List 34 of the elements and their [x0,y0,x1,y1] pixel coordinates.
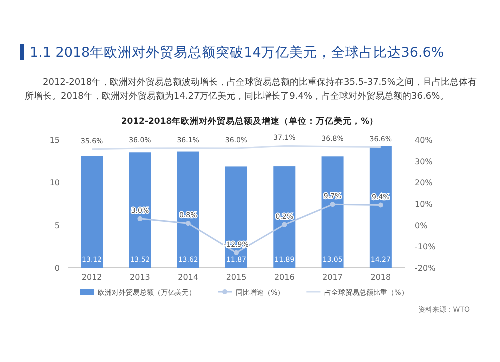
bar [226,166,248,268]
bar [274,166,296,268]
y-tick-label: 10 [50,178,60,188]
bar [370,146,392,268]
text: 2012-2018年欧洲对外贸易总额及增速（单位：万亿美元，%） [121,116,379,127]
x-tick-label: 2012 [82,273,102,282]
point [186,221,191,226]
bar [129,152,152,268]
point [282,222,288,228]
y-tick-label: 0 [54,264,60,273]
y2-tick-label: 40% [415,136,434,145]
x-tick-label: 2013 [130,273,150,282]
y-tick-label: 15 [50,136,60,145]
y2-tick-label: -10% [415,242,436,252]
y2-tick-label: 20% [415,178,434,188]
y2-tick-label: 10% [415,200,434,209]
bar [81,156,104,268]
chart-title: 1.1 2018年欧洲对外贸易总额突破14万亿美元，全球占比达36.6% [30,45,444,61]
chart-subtitle: 2012-2018年，欧洲对外贸易总额波动增长，占全球贸易总额的比重保持在35.5-37.5%之间，且占比总体有所增长。2018年，欧洲对外贸易额为14.27万亿美元，同比增长了9.4%，占全球对外贸易总额的36.6%。 [25,76,478,104]
x-tick-label: 2016 [274,273,295,282]
y2-tick-label: 30% [415,157,434,166]
point [234,250,239,256]
point [330,202,336,208]
x-tick-label: 2018 [370,273,392,282]
bar [177,152,200,268]
y2-tick-label: 0% [415,221,428,230]
point [138,216,143,222]
y-tick-label: 5 [54,221,60,230]
bar [322,156,344,268]
x-tick-label: 2017 [322,273,343,282]
point [378,202,384,208]
y2-tick-label: -20% [415,264,436,273]
x-tick-label: 2015 [226,273,247,282]
x-tick-label: 2014 [178,273,199,282]
